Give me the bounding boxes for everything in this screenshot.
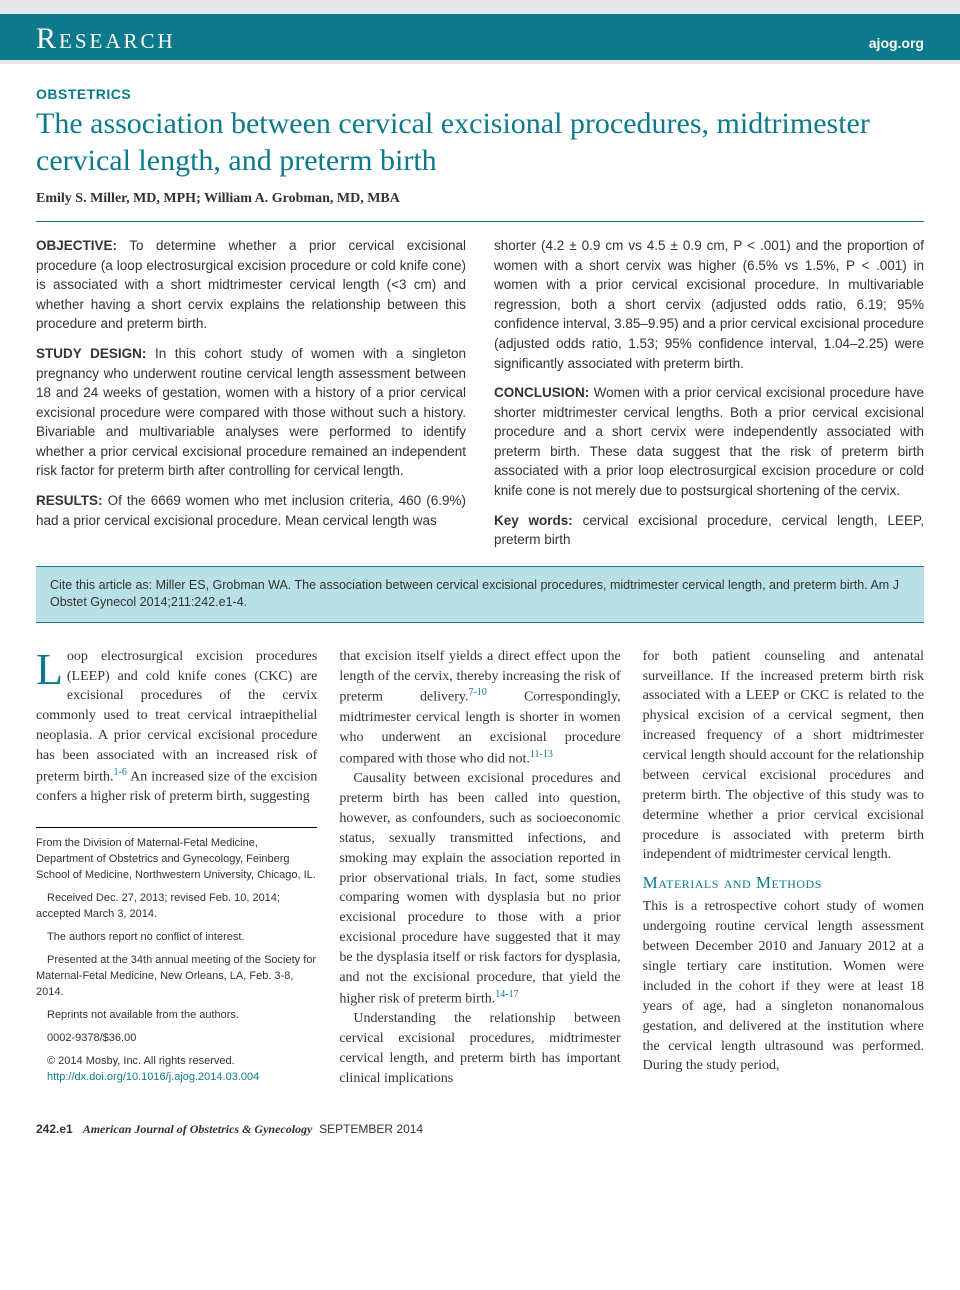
abstract-keywords: Key words: cervical excisional procedure… — [494, 511, 924, 550]
body-para: for both patient counseling and antenata… — [643, 647, 924, 866]
body-col-1: Loop electrosurgical excision procedures… — [36, 647, 317, 1093]
body-col-3: for both patient counseling and antenata… — [643, 647, 924, 1093]
footnote-reprints: Reprints not available from the authors. — [36, 1008, 317, 1024]
header-bar: Research ajog.org — [0, 0, 960, 64]
body-para: that excision itself yields a direct eff… — [339, 647, 620, 770]
dropcap: L — [36, 647, 67, 688]
journal-name: American Journal of Obstetrics & Gynecol… — [83, 1122, 313, 1136]
site-link[interactable]: ajog.org — [869, 35, 924, 51]
ref-link[interactable]: 7-10 — [468, 687, 486, 698]
article-title: The association between cervical excisio… — [36, 106, 924, 179]
doi-link[interactable]: http://dx.doi.org/10.1016/j.ajog.2014.03… — [47, 1071, 259, 1083]
intro-para-1: Loop electrosurgical excision procedures… — [36, 647, 317, 808]
ref-link[interactable]: 1-6 — [114, 767, 127, 778]
article-footnotes: From the Division of Maternal-Fetal Medi… — [36, 827, 317, 1085]
abstract: OBJECTIVE: To determine whether a prior … — [36, 236, 924, 559]
article-category: OBSTETRICS — [36, 86, 924, 102]
divider — [36, 221, 924, 222]
page-number: 242.e1 — [36, 1122, 73, 1136]
article-authors: Emily S. Miller, MD, MPH; William A. Gro… — [36, 191, 924, 207]
abstract-design: STUDY DESIGN: In this cohort study of wo… — [36, 344, 466, 481]
body-para: Causality between excisional procedures … — [339, 769, 620, 1009]
body-para: This is a retrospective cohort study of … — [643, 897, 924, 1076]
abstract-results-a: RESULTS: Of the 6669 women who met inclu… — [36, 491, 466, 530]
abstract-conclusion: CONCLUSION: Women with a prior cervical … — [494, 383, 924, 500]
abstract-col-left: OBJECTIVE: To determine whether a prior … — [36, 236, 466, 559]
body-col-2: that excision itself yields a direct eff… — [339, 647, 620, 1093]
ref-link[interactable]: 11-13 — [530, 749, 553, 760]
section-label: Research — [36, 22, 176, 56]
footnote-presented: Presented at the 34th annual meeting of … — [36, 953, 317, 1001]
issue-date: SEPTEMBER 2014 — [319, 1122, 423, 1136]
body-para: Understanding the relationship between c… — [339, 1009, 620, 1089]
abstract-results-b: shorter (4.2 ± 0.9 cm vs 4.5 ± 0.9 cm, P… — [494, 236, 924, 373]
main-content: OBSTETRICS The association between cervi… — [0, 64, 960, 1112]
abstract-objective: OBJECTIVE: To determine whether a prior … — [36, 236, 466, 334]
body-columns: Loop electrosurgical excision procedures… — [36, 647, 924, 1093]
footnote-dates: Received Dec. 27, 2013; revised Feb. 10,… — [36, 891, 317, 923]
section-heading-materials: Materials and Methods — [643, 871, 924, 895]
abstract-col-right: shorter (4.2 ± 0.9 cm vs 4.5 ± 0.9 cm, P… — [494, 236, 924, 559]
footnote-coi: The authors report no conflict of intere… — [36, 930, 317, 946]
ref-link[interactable]: 14-17 — [495, 989, 518, 1000]
footnote-doi: http://dx.doi.org/10.1016/j.ajog.2014.03… — [36, 1070, 317, 1086]
footnote-price: 0002-9378/$36.00 — [36, 1031, 317, 1047]
footnote-affiliation: From the Division of Maternal-Fetal Medi… — [36, 836, 317, 884]
footnote-copyright: © 2014 Mosby, Inc. All rights reserved. — [36, 1054, 317, 1070]
citation-box: Cite this article as: Miller ES, Grobman… — [36, 566, 924, 623]
page-footer: 242.e1 American Journal of Obstetrics & … — [0, 1112, 960, 1155]
